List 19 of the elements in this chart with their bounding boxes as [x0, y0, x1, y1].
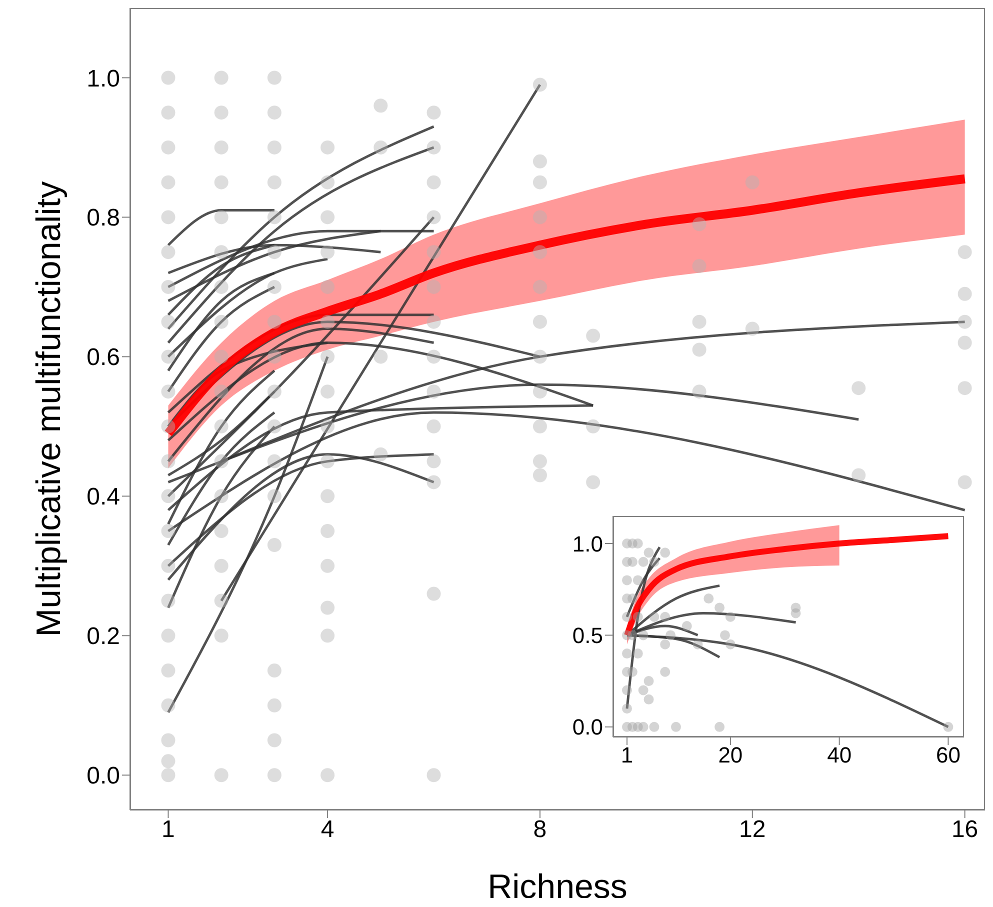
x-tick-label: 12 [739, 816, 766, 844]
y-axis-title: Multiplicative multifunctionality [30, 181, 68, 637]
x-tick-label: 60 [936, 742, 960, 768]
x-tick-label: 8 [533, 816, 547, 844]
y-tick-label: 0.8 [86, 204, 120, 232]
x-tick-label: 16 [951, 816, 978, 844]
x-tick-label: 20 [718, 742, 743, 768]
x-tick-label: 4 [320, 816, 334, 844]
x-tick-label: 1 [162, 816, 175, 844]
y-tick-label: 0.2 [86, 623, 120, 650]
y-tick-label: 1.0 [572, 531, 603, 556]
x-tick-label: 1 [620, 742, 634, 768]
y-tick-label: 0.5 [572, 623, 603, 648]
y-tick-label: 1.0 [86, 65, 120, 92]
y-tick-label: 0.0 [572, 714, 603, 740]
x-tick-label: 40 [827, 742, 852, 768]
y-tick-label: 0.4 [86, 484, 120, 511]
y-tick-label: 0.0 [86, 762, 120, 790]
y-tick-label: 0.6 [86, 344, 120, 372]
